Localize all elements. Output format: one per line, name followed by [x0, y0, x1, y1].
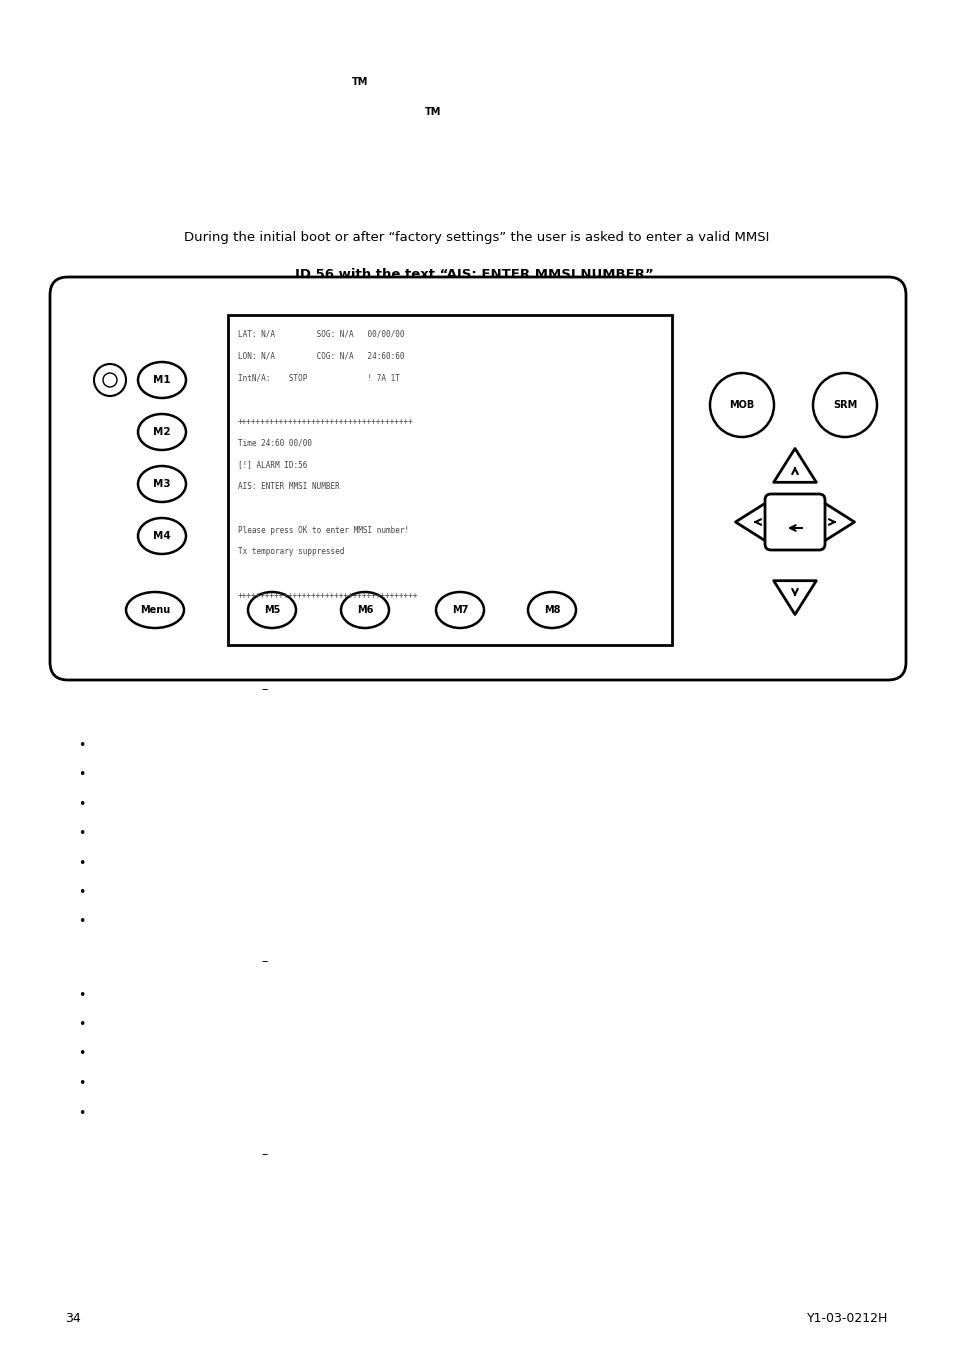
Text: •: •	[78, 798, 86, 810]
Text: Please press OK to enter MMSI number!: Please press OK to enter MMSI number!	[237, 525, 409, 535]
Text: ID 56 with the text “AIS: ENTER MMSI NUMBER”.: ID 56 with the text “AIS: ENTER MMSI NUM…	[294, 269, 659, 282]
Polygon shape	[773, 580, 816, 614]
Text: M1: M1	[153, 375, 171, 385]
FancyBboxPatch shape	[764, 494, 824, 549]
Ellipse shape	[340, 593, 389, 628]
Text: •: •	[78, 1107, 86, 1119]
Text: MOB: MOB	[729, 400, 754, 410]
Text: •: •	[78, 886, 86, 899]
Text: During the initial boot or after “factory settings” the user is asked to enter a: During the initial boot or after “factor…	[184, 231, 769, 244]
Text: –: –	[262, 683, 268, 697]
FancyBboxPatch shape	[228, 315, 671, 645]
Ellipse shape	[138, 518, 186, 553]
Text: LAT: N/A         SOG: N/A   00/00/00: LAT: N/A SOG: N/A 00/00/00	[237, 329, 404, 339]
Ellipse shape	[436, 593, 483, 628]
Text: M7: M7	[452, 605, 468, 616]
Text: •: •	[78, 1018, 86, 1031]
Text: SRM: SRM	[832, 400, 856, 410]
Text: ++++++++++++++++++++++++++++++++++++++: ++++++++++++++++++++++++++++++++++++++	[237, 417, 414, 425]
Text: –: –	[262, 956, 268, 968]
Text: +++++++++++++++++++++++++++++++++++++++: +++++++++++++++++++++++++++++++++++++++	[237, 591, 418, 601]
Text: AIS: ENTER MMSI NUMBER: AIS: ENTER MMSI NUMBER	[237, 482, 339, 491]
Text: •: •	[78, 1048, 86, 1061]
Text: M5: M5	[264, 605, 280, 616]
Text: •: •	[78, 915, 86, 929]
Circle shape	[103, 373, 117, 387]
Polygon shape	[735, 501, 768, 543]
FancyBboxPatch shape	[50, 277, 905, 680]
Ellipse shape	[527, 593, 576, 628]
Ellipse shape	[138, 362, 186, 398]
Ellipse shape	[138, 466, 186, 502]
Text: –: –	[262, 1149, 268, 1161]
Text: •: •	[78, 828, 86, 840]
Circle shape	[812, 373, 876, 437]
Text: M6: M6	[356, 605, 373, 616]
Text: TM: TM	[424, 107, 441, 117]
Text: •: •	[78, 988, 86, 1002]
Text: •: •	[78, 1077, 86, 1089]
Text: M2: M2	[153, 427, 171, 437]
Text: •: •	[78, 768, 86, 782]
Circle shape	[709, 373, 773, 437]
Text: [!] ALARM ID:56: [!] ALARM ID:56	[237, 460, 307, 470]
Text: Menu: Menu	[140, 605, 170, 616]
Circle shape	[94, 364, 126, 396]
Text: M3: M3	[153, 479, 171, 489]
Polygon shape	[773, 448, 816, 482]
Text: •: •	[78, 856, 86, 869]
Polygon shape	[820, 501, 854, 543]
Text: IntN/A:    STOP             ! 7A 1T: IntN/A: STOP ! 7A 1T	[237, 373, 399, 382]
Ellipse shape	[126, 593, 184, 628]
Text: LON: N/A         COG: N/A   24:60:60: LON: N/A COG: N/A 24:60:60	[237, 351, 404, 360]
Ellipse shape	[138, 414, 186, 450]
Ellipse shape	[248, 593, 295, 628]
Text: Tx temporary suppressed: Tx temporary suppressed	[237, 548, 344, 556]
Text: M8: M8	[543, 605, 559, 616]
Text: •: •	[78, 738, 86, 752]
Text: Time 24:60 00/00: Time 24:60 00/00	[237, 439, 312, 447]
Text: 34: 34	[65, 1311, 81, 1324]
Text: M4: M4	[153, 531, 171, 541]
Text: TM: TM	[352, 77, 368, 86]
Text: Y1-03-0212H: Y1-03-0212H	[806, 1311, 887, 1324]
